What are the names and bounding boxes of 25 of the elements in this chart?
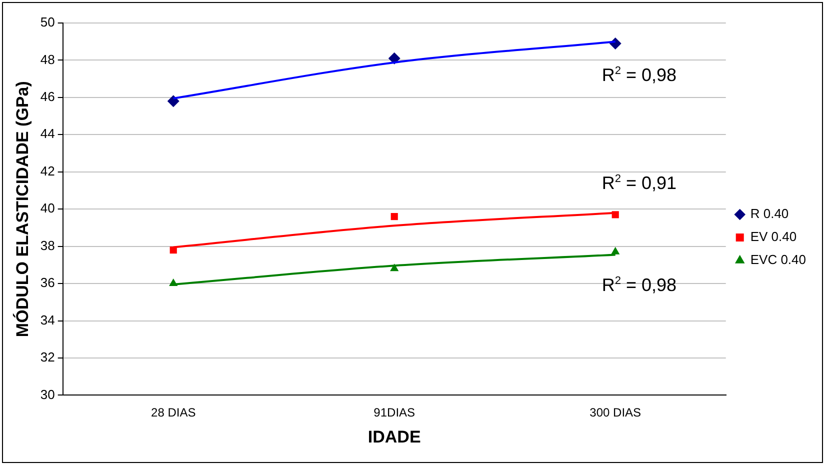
legend-label: R 0.40: [750, 206, 789, 222]
y-tick-label: 46: [40, 89, 55, 104]
y-tick-label: 36: [40, 275, 55, 290]
y-tick-label: 44: [40, 126, 55, 142]
y-tick-label: 42: [40, 163, 55, 178]
y-tick-label: 40: [40, 200, 55, 216]
annotation: R$^{2}$ = 0,91: [602, 173, 677, 194]
x-axis-title: IDADE: [368, 427, 421, 446]
x-tick-label: 28 DIAS: [151, 406, 196, 420]
legend-label: EV 0.40: [750, 229, 797, 244]
annotation: R$^{2}$ = 0,98: [602, 275, 677, 296]
y-tick-label: 34: [40, 312, 55, 328]
y-axis-title: MÓDULO ELASTICIDADE (GPa): [12, 81, 32, 338]
y-tick-label: 48: [40, 52, 55, 67]
point: [611, 246, 620, 254]
x-tick-label: 91DIAS: [374, 406, 416, 420]
annotation: R$^{2}$ = 0,98: [602, 65, 677, 86]
y-tick-label: 50: [40, 14, 55, 30]
point: [390, 213, 398, 220]
legend-label: EVC 0.40: [750, 252, 806, 268]
y-tick-label: 30: [40, 386, 55, 402]
y-tick-label: 32: [40, 350, 55, 365]
x-tick-label: 300 DIAS: [590, 406, 642, 420]
point: [167, 95, 180, 108]
y-tick-label: 38: [40, 238, 55, 253]
